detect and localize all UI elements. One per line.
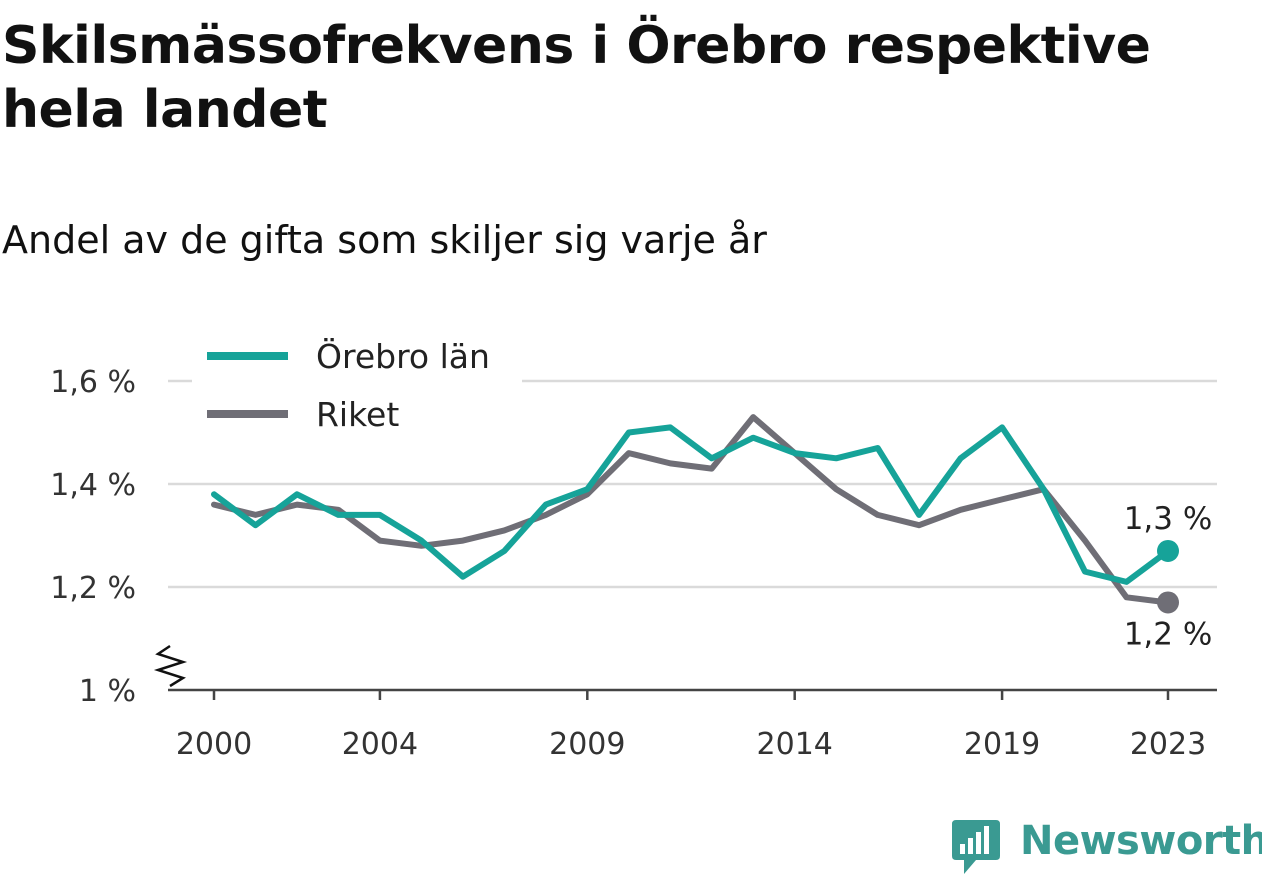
legend-label: Riket: [316, 395, 399, 434]
legend-label: Örebro län: [316, 336, 490, 376]
x-tick-label: 2019: [964, 727, 1040, 762]
chart-title: Skilsmässofrekvens i Örebro respektive h…: [2, 16, 1151, 140]
end-label: 1,2 %: [1124, 616, 1213, 652]
end-label: 1,3 %: [1124, 501, 1213, 537]
series-line: [211, 414, 1171, 606]
legend-background: [192, 330, 522, 440]
x-tick-label: 2014: [757, 727, 833, 762]
end-point: [1157, 539, 1179, 562]
y-tick-label: 1,2 %: [50, 571, 136, 606]
y-tick-label: 1 %: [79, 674, 136, 709]
x-tick-label: 2004: [342, 727, 418, 762]
x-tick-label: 2000: [176, 727, 252, 762]
brand-name: Newsworthy: [1020, 818, 1262, 864]
y-tick-label: 1,6 %: [50, 365, 136, 400]
x-tick-label: 2023: [1130, 727, 1206, 762]
y-tick-label: 1,4 %: [50, 468, 136, 503]
x-tick-label: 2009: [549, 727, 625, 762]
end-point: [1157, 591, 1179, 614]
newsworthy-logo-icon: [952, 820, 1000, 874]
chart-subtitle: Andel av de gifta som skiljer sig varje …: [2, 218, 767, 262]
axis-break-icon: [153, 644, 188, 688]
series-line: [211, 424, 1171, 585]
